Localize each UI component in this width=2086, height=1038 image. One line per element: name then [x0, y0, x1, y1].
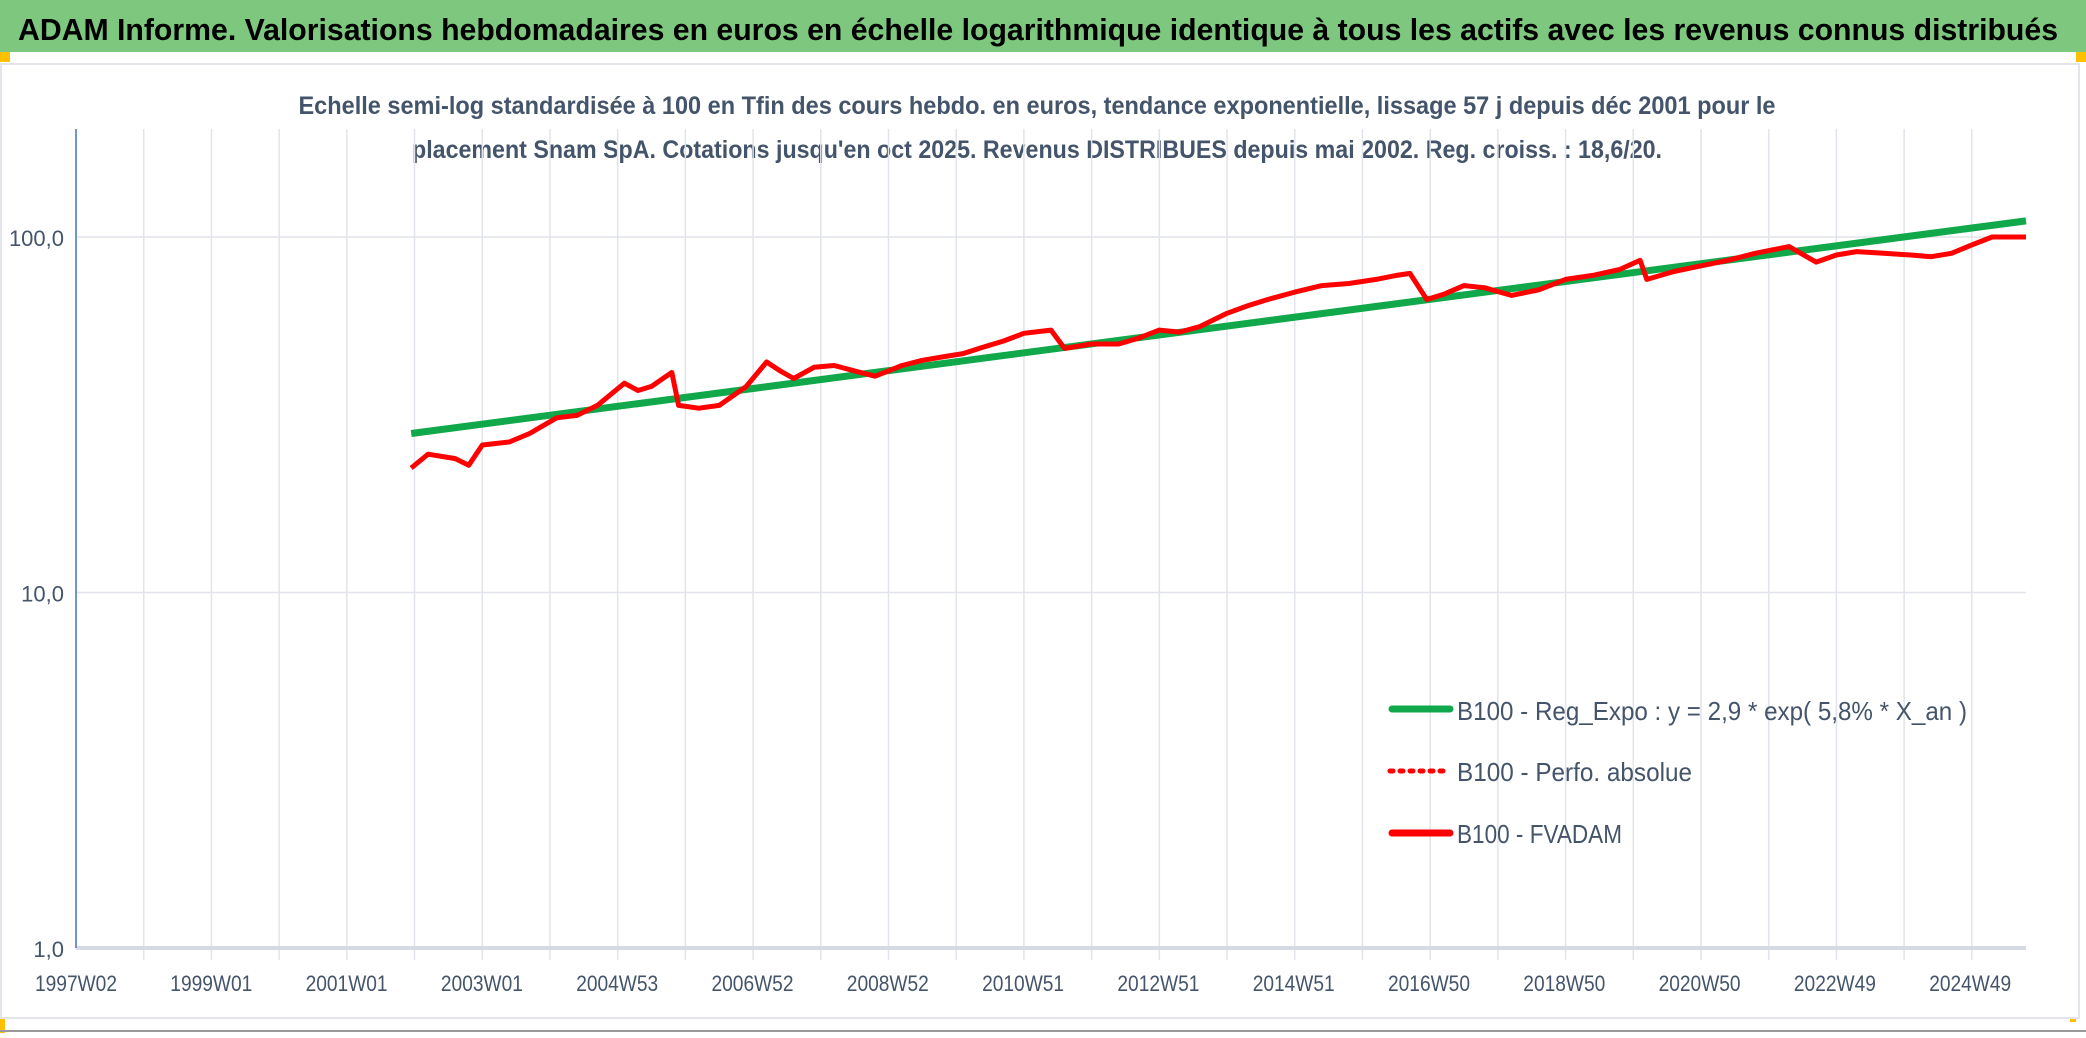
trend-line: [410, 217, 2027, 437]
x-tick-label: 1999W01: [170, 971, 252, 996]
chart-frame: [0, 63, 2080, 1019]
y-tick-label: 10,0: [21, 582, 64, 607]
legend-label-fvadam: B100 - FVADAM: [1457, 819, 1622, 849]
x-tick-label: 2008W52: [847, 971, 929, 996]
x-tick-label: 2016W50: [1388, 971, 1470, 996]
gridlines: [76, 129, 2026, 960]
x-tick-label: 2014W51: [1253, 971, 1335, 996]
x-axis: 1997W02 1999W01 2001W01 2003W01 2004W53 2006W…: [35, 971, 2011, 996]
x-tick-label: 2020W50: [1659, 971, 1741, 996]
corner-marker: [0, 1018, 5, 1033]
x-tick-label: 2003W01: [441, 971, 523, 996]
corner-marker: [0, 52, 10, 62]
corner-marker: [2076, 52, 2086, 62]
x-tick-label: 2010W51: [982, 971, 1064, 996]
y-tick-label: 1,0: [33, 937, 64, 962]
x-tick-label: 2024W49: [1929, 971, 2011, 996]
x-tick-label: 2022W49: [1794, 971, 1876, 996]
x-tick-label: 2006W52: [712, 971, 794, 996]
legend-label-trend: B100 - Reg_Expo : y = 2,9 * exp( 5,8% * …: [1457, 696, 1967, 726]
series-layer: [409, 217, 2027, 470]
x-tick-label: 2001W01: [306, 971, 388, 996]
x-tick-label: 2012W51: [1117, 971, 1199, 996]
chart-subtitle-line1: Echelle semi-log standardisée à 100 en T…: [299, 92, 1776, 120]
chart-subtitle-line2: placement Snam SpA. Cotations jusqu'en o…: [412, 136, 1662, 164]
fvadam-line: [409, 234, 2026, 470]
y-axis: 1,0 10,0 100,0: [9, 129, 77, 962]
report-title: ADAM Informe. Valorisations hebdomadaire…: [18, 12, 2058, 47]
y-tick-label: 100,0: [9, 226, 64, 251]
header-bar: [0, 0, 2086, 52]
x-tick-label: 2004W53: [576, 971, 658, 996]
legend-label-perfo: B100 - Perfo. absolue: [1457, 757, 1692, 787]
legend: B100 - Reg_Expo : y = 2,9 * exp( 5,8% * …: [1387, 696, 1967, 849]
x-tick-label: 1997W02: [35, 971, 117, 996]
x-tick-label: 2018W50: [1523, 971, 1605, 996]
